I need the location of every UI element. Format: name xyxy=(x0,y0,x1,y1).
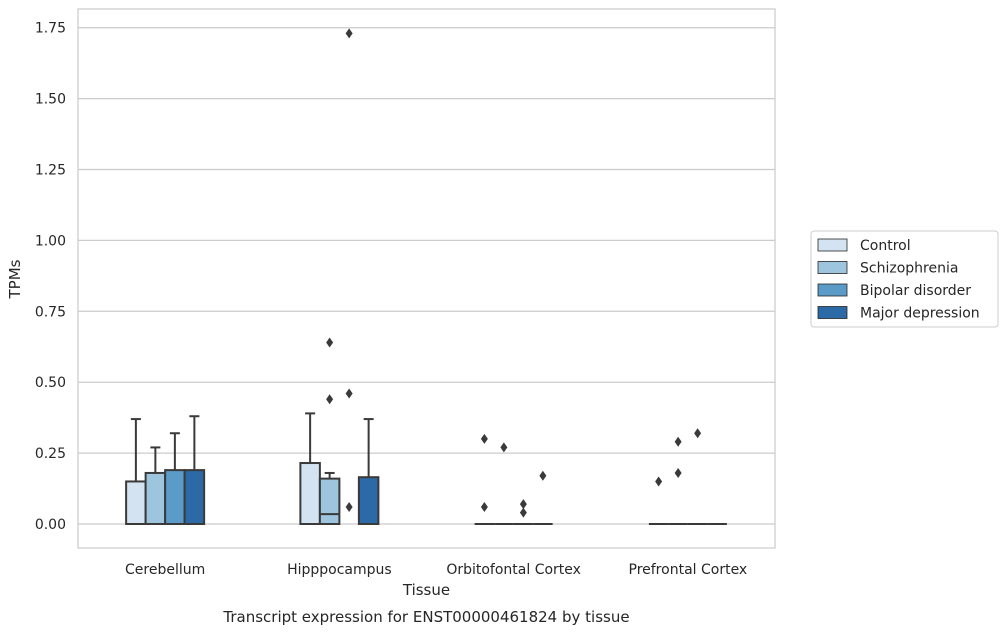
y-tick-label: 1.00 xyxy=(35,233,66,249)
outlier-point xyxy=(694,428,702,439)
outlier-point xyxy=(326,394,334,405)
legend-label: Bipolar disorder xyxy=(860,283,971,299)
outlier-point xyxy=(539,470,547,481)
legend-frame xyxy=(810,230,999,328)
legend-swatch xyxy=(817,306,848,319)
box-group xyxy=(164,432,186,525)
legend-label: Control xyxy=(860,238,911,254)
box-group xyxy=(494,442,514,525)
box xyxy=(183,469,206,525)
y-tick-label: 1.50 xyxy=(35,92,66,108)
x-tick-label: Cerebellum xyxy=(125,562,205,578)
x-tick-label: Prefrontal Cortex xyxy=(629,562,748,578)
x-tick-label: Orbitofontal Cortex xyxy=(446,562,581,578)
box-group xyxy=(474,433,495,525)
outlier-point xyxy=(674,436,682,447)
outlier-point xyxy=(480,501,488,512)
y-axis-title: TPMs xyxy=(6,259,24,299)
grid-lines xyxy=(78,27,775,525)
y-tick-label: 0.25 xyxy=(35,446,66,462)
y-tick-label: 0.50 xyxy=(35,375,66,391)
legend-swatch xyxy=(817,283,848,297)
outlier-point xyxy=(519,507,527,518)
box xyxy=(125,480,147,525)
box-group xyxy=(345,28,353,512)
box-group xyxy=(144,446,167,525)
box xyxy=(357,476,380,525)
outlier-point xyxy=(345,388,353,399)
outlier-point xyxy=(326,337,334,348)
box-group xyxy=(183,415,206,525)
legend-label: Schizophrenia xyxy=(860,261,958,277)
box-group xyxy=(648,476,669,525)
plot-frame xyxy=(77,8,776,549)
outlier-point xyxy=(480,433,488,444)
x-tick-labels: Cerebellum Hipppocampus Orbitofontal Corte… xyxy=(125,562,747,578)
box-group xyxy=(533,470,553,525)
legend-swatch xyxy=(817,238,848,252)
box xyxy=(299,462,321,525)
y-tick-label: 1.75 xyxy=(35,21,66,37)
legend-swatch xyxy=(817,261,848,274)
legend-label: Major depression xyxy=(860,306,980,322)
box-group xyxy=(687,428,708,525)
y-tick-labels: 0.00 0.25 0.50 0.75 1.00 1.25 1.50 1.75 xyxy=(35,21,66,533)
box xyxy=(144,471,167,525)
outlier-point xyxy=(519,499,527,510)
box-group xyxy=(357,418,380,525)
box-group xyxy=(125,418,147,525)
box-group xyxy=(299,412,321,525)
outlier-point xyxy=(345,501,353,512)
box-group xyxy=(513,499,534,525)
box-group xyxy=(668,436,688,525)
outlier-point xyxy=(655,476,663,487)
outlier-point xyxy=(500,442,508,453)
outlier-point xyxy=(674,467,682,478)
legend: Control Schizophrenia Bipolar disorder Majo… xyxy=(810,230,999,328)
box-series xyxy=(125,28,727,525)
x-tick-label: Hipppocampus xyxy=(287,562,392,578)
x-axis-title: Tissue xyxy=(402,581,450,599)
box xyxy=(164,469,186,525)
y-tick-label: 0.75 xyxy=(35,304,66,320)
box-group xyxy=(318,337,341,525)
outlier-point xyxy=(345,28,353,39)
y-tick-label: 0.00 xyxy=(35,517,66,533)
y-tick-label: 1.25 xyxy=(35,163,66,179)
box xyxy=(318,477,341,525)
chart-title: Transcript expression for ENST0000046182… xyxy=(222,608,629,626)
